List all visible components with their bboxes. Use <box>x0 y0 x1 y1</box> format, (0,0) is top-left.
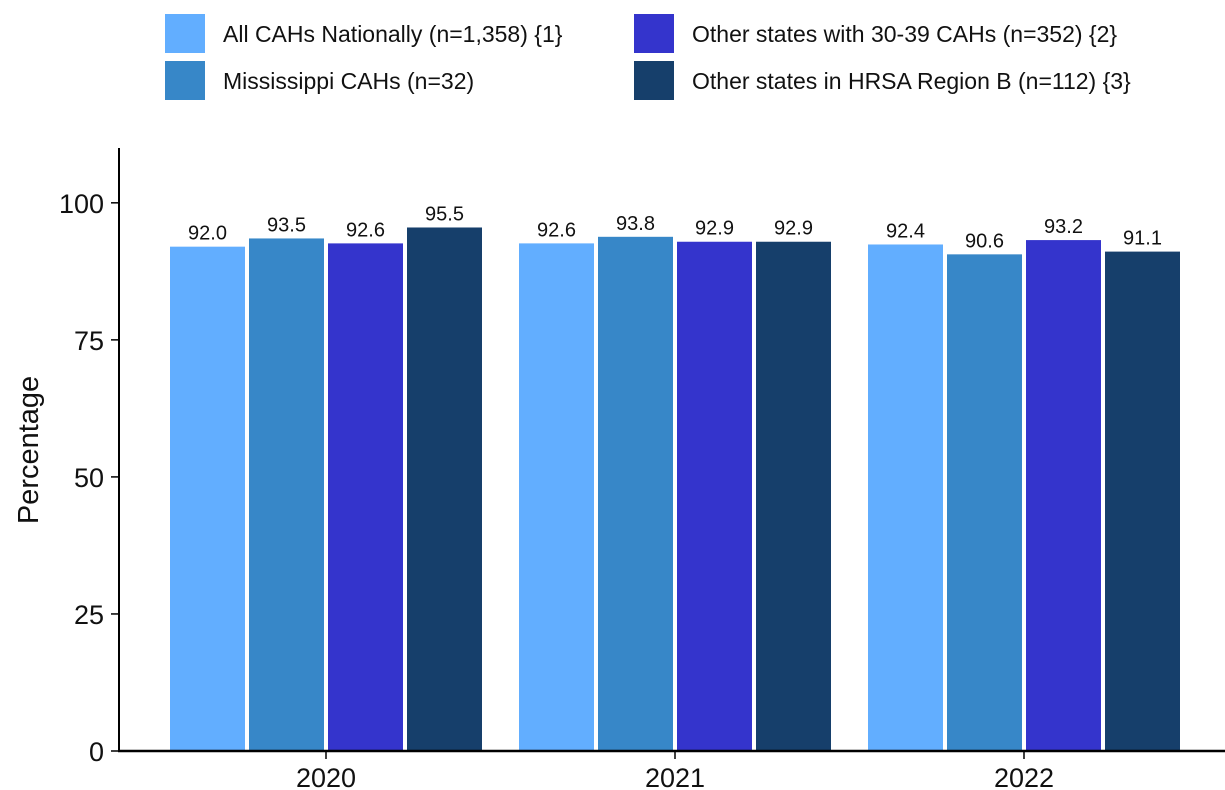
data-label: 91.1 <box>1123 228 1162 250</box>
legend-swatch <box>634 61 674 100</box>
bar <box>519 243 594 751</box>
bars <box>170 227 1180 752</box>
legend-label: Other states with 30-39 CAHs (n=352) {2} <box>692 21 1117 47</box>
legend-swatch <box>165 61 205 100</box>
y-tick-label: 25 <box>74 600 104 630</box>
y-tick-label: 0 <box>89 737 104 767</box>
bar <box>249 238 324 751</box>
x-axis-ticks: 2020 2021 2022 <box>296 751 1054 790</box>
data-label: 92.0 <box>188 223 227 245</box>
bar <box>598 236 673 752</box>
data-label: 92.6 <box>537 219 576 241</box>
y-tick-label: 75 <box>74 326 104 356</box>
data-label: 95.5 <box>425 203 464 225</box>
data-label: 92.9 <box>774 218 813 240</box>
data-label: 90.6 <box>965 230 1004 252</box>
legend: All CAHs Nationally (n=1,358) {1} Mississ… <box>165 14 1131 100</box>
y-tick-label: 50 <box>74 463 104 493</box>
bar <box>170 246 245 751</box>
data-label: 93.2 <box>1044 216 1083 238</box>
bar <box>1026 240 1101 751</box>
bar <box>407 227 482 752</box>
bar <box>756 241 831 752</box>
legend-label: Other states in HRSA Region B (n=112) {3… <box>692 68 1131 94</box>
data-label: 93.8 <box>616 213 655 235</box>
bar <box>947 254 1022 751</box>
x-tick-label: 2022 <box>994 763 1054 790</box>
data-labels: 92.0 93.5 92.6 95.5 92.6 93.8 92.9 92.9 92.4 90.6… <box>188 203 1162 252</box>
y-axis-ticks: 0 25 50 75 100 <box>59 189 119 767</box>
bar <box>677 241 752 752</box>
y-axis-title: Percentage <box>13 376 45 524</box>
x-tick-label: 2021 <box>645 763 705 790</box>
y-tick-label: 100 <box>59 189 104 219</box>
bar <box>328 243 403 751</box>
legend-swatch <box>165 14 205 53</box>
legend-swatch <box>634 14 674 53</box>
data-label: 92.6 <box>346 219 385 241</box>
legend-label: All CAHs Nationally (n=1,358) {1} <box>223 21 563 47</box>
data-label: 92.9 <box>695 218 734 240</box>
legend-label: Mississippi CAHs (n=32) <box>223 68 474 94</box>
bar <box>1105 251 1180 751</box>
data-label: 93.5 <box>267 214 306 236</box>
bar <box>868 244 943 752</box>
x-tick-label: 2020 <box>296 763 356 790</box>
data-label: 92.4 <box>886 220 925 242</box>
